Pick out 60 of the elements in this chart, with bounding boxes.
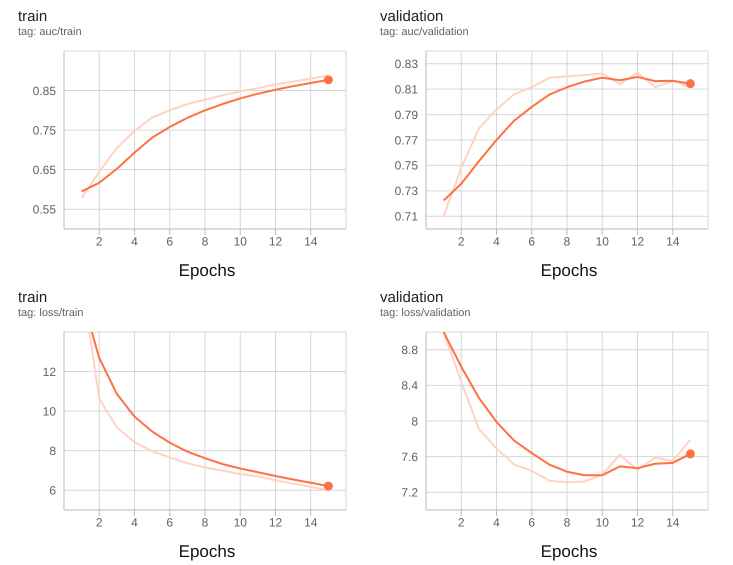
x-tick-label: 14 [666,234,680,249]
x-tick-label: 6 [166,516,174,530]
x-tick-label: 12 [268,234,282,249]
x-tick-label: 10 [234,516,248,530]
chart-subtitle: tag: auc/validation [380,25,470,39]
x-tick-label: 12 [630,516,644,530]
chart-title: validation [380,289,444,306]
x-tick-label: 6 [166,234,174,249]
x-tick-label: 8 [564,234,571,249]
y-tick-label: 8.8 [401,343,418,358]
y-tick-label: 7.2 [401,485,418,500]
y-tick-label: 0.65 [32,162,56,177]
y-tick-label: 6 [49,483,56,498]
y-tick-label: 7.6 [401,450,418,464]
x-tick-label: 2 [96,516,103,530]
x-tick-label: 2 [96,234,103,249]
y-tick-label: 8 [49,444,56,458]
x-tick-label: 12 [268,516,282,530]
y-tick-label: 8.4 [401,378,418,393]
y-tick-label: 0.75 [394,158,418,173]
x-tick-label: 2 [458,516,465,530]
x-tick-label: 14 [304,234,318,249]
y-tick-label: 0.55 [32,202,56,216]
x-tick-label: 4 [131,516,138,530]
x-tick-label: 6 [528,516,536,530]
x-tick-label: 8 [202,234,209,249]
x-tick-label: 14 [304,516,318,530]
y-tick-label: 0.73 [394,184,418,198]
x-tick-label: 12 [630,234,644,249]
y-tick-label: 0.71 [394,210,418,224]
chart-subtitle: tag: auc/train [18,25,83,39]
x-tick-label: 8 [564,516,571,530]
x-tick-label: 4 [493,234,500,249]
chart-subtitle: tag: loss/validation [380,306,472,320]
y-tick-label: 0.81 [394,82,418,96]
x-tick-label: 8 [202,516,209,530]
chart-title: train [18,289,48,306]
chart-title: train [18,8,48,25]
y-tick-label: 0.77 [394,133,418,148]
x-tick-label: 10 [596,234,610,249]
y-tick-label: 0.75 [32,123,56,138]
x-axis-title: Epochs [178,261,236,281]
x-tick-label: 10 [596,516,610,530]
y-tick-label: 0.85 [32,84,56,98]
x-tick-label: 4 [493,516,500,530]
y-tick-label: 10 [42,404,56,418]
x-tick-label: 4 [131,234,138,249]
x-axis-title: Epochs [540,261,598,281]
x-tick-label: 10 [234,234,248,249]
x-tick-label: 14 [666,516,680,530]
y-tick-label: 0.79 [394,108,418,122]
x-tick-label: 2 [458,234,465,249]
y-tick-label: 12 [42,364,56,379]
x-tick-label: 6 [528,234,536,249]
x-axis-title: Epochs [178,542,236,562]
x-axis-title: Epochs [540,542,598,562]
chart-subtitle: tag: loss/train [18,306,84,320]
y-tick-label: 8 [411,414,418,428]
y-tick-label: 0.83 [394,56,418,71]
chart-title: validation [380,8,444,25]
